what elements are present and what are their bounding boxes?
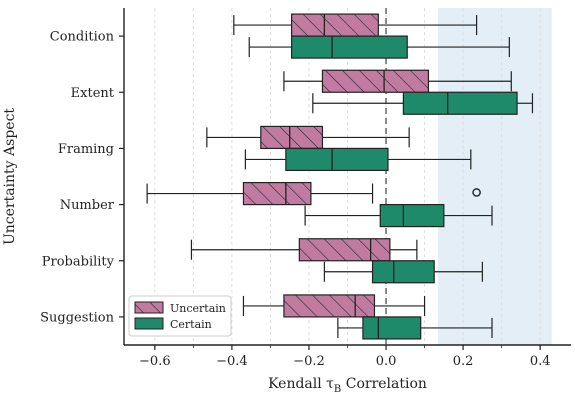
box-outline [362, 316, 422, 340]
box-outline [242, 181, 312, 206]
y-axis-title: Uncertainty Aspect [2, 108, 18, 245]
box-outline [371, 260, 435, 284]
box-outline [321, 69, 430, 93]
box-outline [291, 35, 408, 59]
x-tick-label: −0.6 [139, 354, 171, 369]
y-tick-label: Condition [50, 30, 115, 45]
legend-label: Certain [170, 318, 212, 331]
outlier-point [472, 188, 481, 197]
box-hatch [260, 126, 323, 149]
box-certain-number [304, 188, 493, 228]
box-uncertain-extent [283, 69, 512, 93]
x-tick-label: 0.2 [453, 354, 474, 369]
box-certain-extent [312, 91, 534, 115]
shaded-region [438, 8, 552, 345]
box-uncertain-condition [233, 13, 478, 37]
box-fill [362, 316, 421, 339]
box-outline [283, 294, 376, 318]
box-outline [298, 238, 391, 262]
box-certain-probability [323, 260, 483, 284]
y-tick-label: Probability [42, 254, 115, 269]
legend: Uncertain Certain [128, 295, 232, 337]
box-uncertain-probability [190, 238, 418, 262]
legend-swatch-hatch [134, 301, 164, 314]
y-tick-label: Framing [58, 142, 114, 157]
y-tick-label: Suggestion [40, 310, 114, 325]
x-axis-title: Kendall τB Correlation [268, 376, 427, 395]
x-tick-label: 0.0 [376, 354, 397, 369]
box-uncertain-number [146, 181, 374, 206]
box-uncertain-framing [206, 125, 410, 150]
box-fill [403, 92, 518, 115]
legend-swatch [134, 317, 164, 330]
box-fill [291, 36, 408, 59]
y-tick-label: Number [60, 198, 115, 213]
box-certain-framing [244, 147, 472, 172]
box-hatch [299, 238, 390, 261]
box-hatch [322, 70, 429, 93]
box-fill [372, 260, 435, 283]
box-fill [380, 204, 444, 227]
box-hatch [243, 182, 311, 205]
box-hatch [283, 294, 375, 317]
x-tick-label: 0.4 [530, 354, 551, 369]
box-fill [285, 148, 388, 171]
box-certain-suggestion [337, 316, 493, 340]
y-tick-label: Extent [71, 86, 115, 101]
box-certain-condition [248, 35, 510, 59]
box-outline [402, 91, 518, 115]
box-outline [379, 203, 445, 228]
box-uncertain-suggestion [242, 294, 426, 318]
box-outline [285, 147, 389, 172]
x-tick-label: −0.4 [216, 354, 248, 369]
box-hatch [291, 14, 379, 37]
x-tick-label: −0.2 [293, 354, 325, 369]
legend-label: Uncertain [170, 302, 226, 315]
